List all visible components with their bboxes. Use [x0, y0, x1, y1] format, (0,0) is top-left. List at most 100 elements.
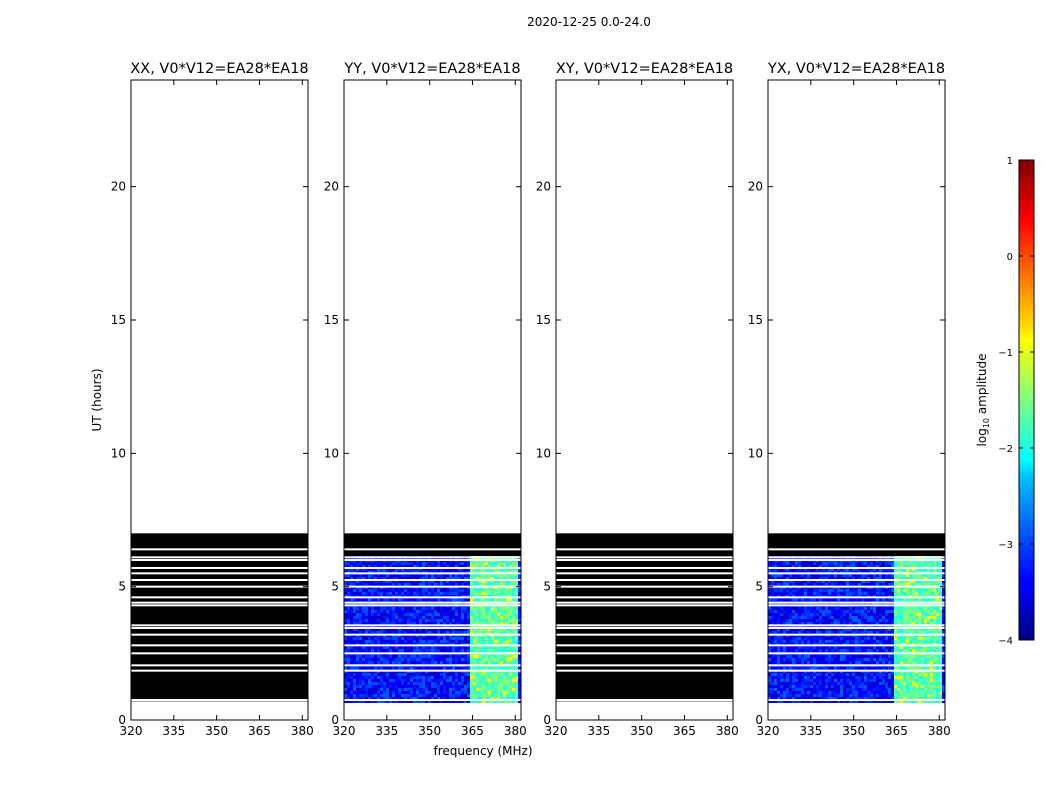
heatmap-cell: [888, 637, 891, 640]
heatmap-cell: [410, 631, 413, 634]
heatmap-cell: [918, 562, 921, 565]
heatmap-cell: [404, 646, 407, 649]
heatmap-cell: [344, 685, 347, 688]
heatmap-cell: [347, 577, 350, 580]
heatmap-cell: [497, 577, 500, 580]
heatmap-cell: [867, 646, 870, 649]
heatmap-cell: [446, 655, 449, 658]
heatmap-cell: [876, 598, 879, 601]
heatmap-cell: [362, 679, 365, 682]
heatmap-cell: [804, 649, 807, 652]
heatmap-cell: [410, 640, 413, 643]
heatmap-cell: [783, 610, 786, 613]
heatmap-cell: [356, 661, 359, 664]
heatmap-cell: [383, 583, 386, 586]
heatmap-cell: [885, 631, 888, 634]
heatmap-cell: [867, 610, 870, 613]
heatmap-cell: [446, 631, 449, 634]
heatmap-cell: [353, 619, 356, 622]
heatmap-cell: [359, 655, 362, 658]
heatmap-cell: [482, 691, 485, 694]
heatmap-cell: [879, 628, 882, 631]
heatmap-cell: [798, 589, 801, 592]
heatmap-cell: [849, 607, 852, 610]
heatmap-cell: [377, 646, 380, 649]
heatmap-cell: [392, 691, 395, 694]
heatmap-cell: [849, 622, 852, 625]
heatmap-cell: [380, 622, 383, 625]
heatmap-cell: [488, 688, 491, 691]
heatmap-cell: [801, 613, 804, 616]
heatmap-cell: [780, 646, 783, 649]
heatmap-cell: [912, 649, 915, 652]
heatmap-cell: [840, 589, 843, 592]
heatmap-cell: [807, 583, 810, 586]
heatmap-cell: [416, 640, 419, 643]
heatmap-cell: [843, 589, 846, 592]
gap-row: [556, 596, 733, 599]
heatmap-cell: [422, 694, 425, 697]
heatmap-cell: [446, 679, 449, 682]
heatmap-cell: [347, 637, 350, 640]
heatmap-cell: [482, 646, 485, 649]
heatmap-cell: [882, 637, 885, 640]
heatmap-cell: [497, 622, 500, 625]
heatmap-cell: [362, 589, 365, 592]
heatmap-cell: [500, 607, 503, 610]
heatmap-cell: [398, 676, 401, 679]
heatmap-cell: [882, 631, 885, 634]
heatmap-cell: [795, 625, 798, 628]
heatmap-cell: [365, 673, 368, 676]
heatmap-cell: [377, 685, 380, 688]
heatmap-cell: [831, 568, 834, 571]
heatmap-cell: [377, 655, 380, 658]
heatmap-cell: [864, 646, 867, 649]
heatmap-cell: [837, 619, 840, 622]
heatmap-cell: [912, 616, 915, 619]
heatmap-cell: [452, 568, 455, 571]
heatmap-cell: [921, 616, 924, 619]
heatmap-cell: [939, 637, 942, 640]
heatmap-cell: [467, 697, 470, 700]
heatmap-cell: [440, 574, 443, 577]
heatmap-cell: [909, 640, 912, 643]
heatmap-cell: [371, 673, 374, 676]
heatmap-cell: [356, 691, 359, 694]
heatmap-cell: [795, 622, 798, 625]
heatmap-cell: [858, 598, 861, 601]
heatmap-cell: [804, 589, 807, 592]
heatmap-cell: [437, 688, 440, 691]
heatmap-cell: [380, 679, 383, 682]
heatmap-cell: [482, 667, 485, 670]
heatmap-cell: [903, 646, 906, 649]
heatmap-cell: [831, 622, 834, 625]
heatmap-cell: [446, 610, 449, 613]
heatmap-cell: [485, 592, 488, 595]
heatmap-cell: [428, 622, 431, 625]
heatmap-cell: [365, 691, 368, 694]
heatmap-cells: [344, 556, 521, 703]
heatmap-cell: [840, 598, 843, 601]
heatmap-cell: [371, 619, 374, 622]
heatmap-cell: [389, 640, 392, 643]
heatmap-cell: [816, 631, 819, 634]
heatmap-cell: [861, 625, 864, 628]
heatmap-cell: [918, 622, 921, 625]
heatmap-cell: [362, 694, 365, 697]
heatmap-cell: [876, 592, 879, 595]
heatmap-cell: [452, 592, 455, 595]
heatmap-cell: [792, 616, 795, 619]
heatmap-cell: [467, 613, 470, 616]
heatmap-cell: [924, 622, 927, 625]
heatmap-cell: [371, 607, 374, 610]
heatmap-cell: [353, 637, 356, 640]
heatmap-cell: [801, 637, 804, 640]
heatmap-cell: [398, 694, 401, 697]
heatmap-cell: [428, 661, 431, 664]
heatmap-cell: [380, 697, 383, 700]
heatmap-cell: [771, 616, 774, 619]
heatmap-cell: [413, 646, 416, 649]
heatmap-cell: [497, 598, 500, 601]
heatmap-cell: [792, 613, 795, 616]
heatmap-cell: [942, 568, 945, 571]
